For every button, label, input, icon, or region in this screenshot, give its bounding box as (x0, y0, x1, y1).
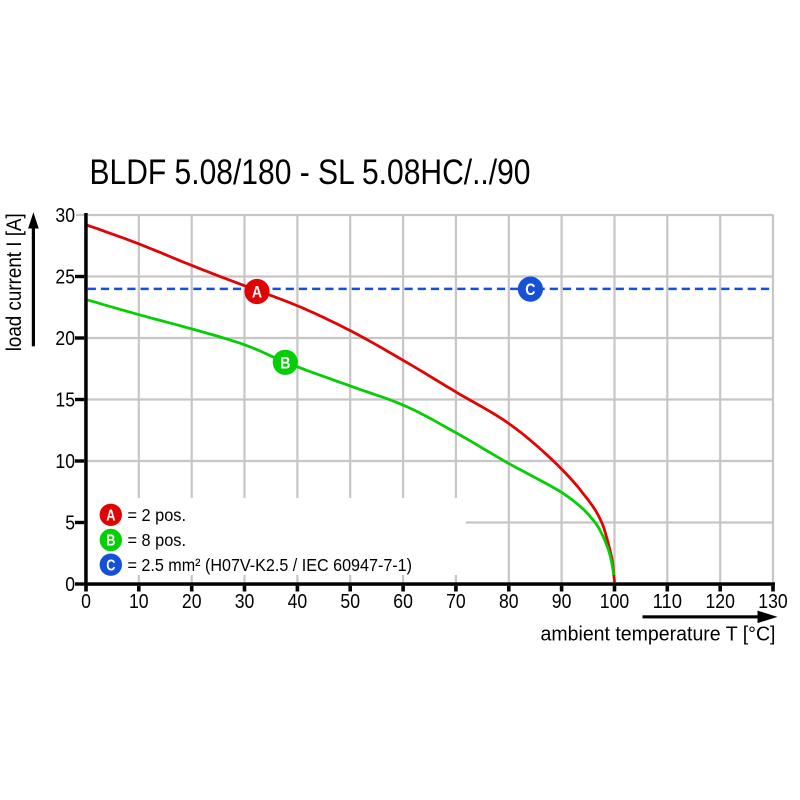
svg-text:120: 120 (706, 590, 735, 613)
svg-text:0: 0 (81, 590, 91, 613)
svg-text:load current I [A]: load current I [A] (2, 213, 26, 351)
svg-text:20: 20 (55, 327, 75, 350)
svg-text:= 2 pos.: = 2 pos. (128, 505, 187, 525)
svg-text:25: 25 (55, 266, 75, 289)
svg-text:A: A (106, 507, 115, 524)
svg-text:50: 50 (340, 590, 360, 613)
svg-text:= 8 pos.: = 8 pos. (128, 530, 187, 550)
svg-text:130: 130 (758, 590, 787, 613)
svg-text:C: C (525, 280, 535, 299)
svg-text:110: 110 (653, 590, 682, 613)
svg-text:0: 0 (65, 573, 75, 596)
svg-text:40: 40 (288, 590, 308, 613)
svg-text:B: B (280, 353, 290, 372)
svg-text:90: 90 (552, 590, 572, 613)
svg-text:A: A (252, 283, 262, 302)
svg-text:60: 60 (393, 590, 413, 613)
svg-text:80: 80 (499, 590, 519, 613)
svg-text:20: 20 (182, 590, 202, 613)
svg-text:30: 30 (235, 590, 255, 613)
svg-text:BLDF 5.08/180 - SL 5.08HC/../9: BLDF 5.08/180 - SL 5.08HC/../90 (90, 153, 531, 192)
svg-text:30: 30 (55, 204, 75, 227)
svg-text:ambient temperature T [°C]: ambient temperature T [°C] (541, 622, 776, 645)
svg-text:C: C (106, 557, 115, 574)
svg-text:5: 5 (65, 512, 75, 535)
svg-text:100: 100 (600, 590, 629, 613)
svg-text:15: 15 (55, 389, 75, 412)
svg-text:10: 10 (55, 450, 75, 473)
svg-text:70: 70 (446, 590, 466, 613)
svg-text:10: 10 (129, 590, 149, 613)
svg-text:= 2.5 mm² (H07V-K2.5 / IEC 609: = 2.5 mm² (H07V-K2.5 / IEC 60947-7-1) (128, 555, 413, 575)
svg-text:B: B (106, 533, 115, 550)
